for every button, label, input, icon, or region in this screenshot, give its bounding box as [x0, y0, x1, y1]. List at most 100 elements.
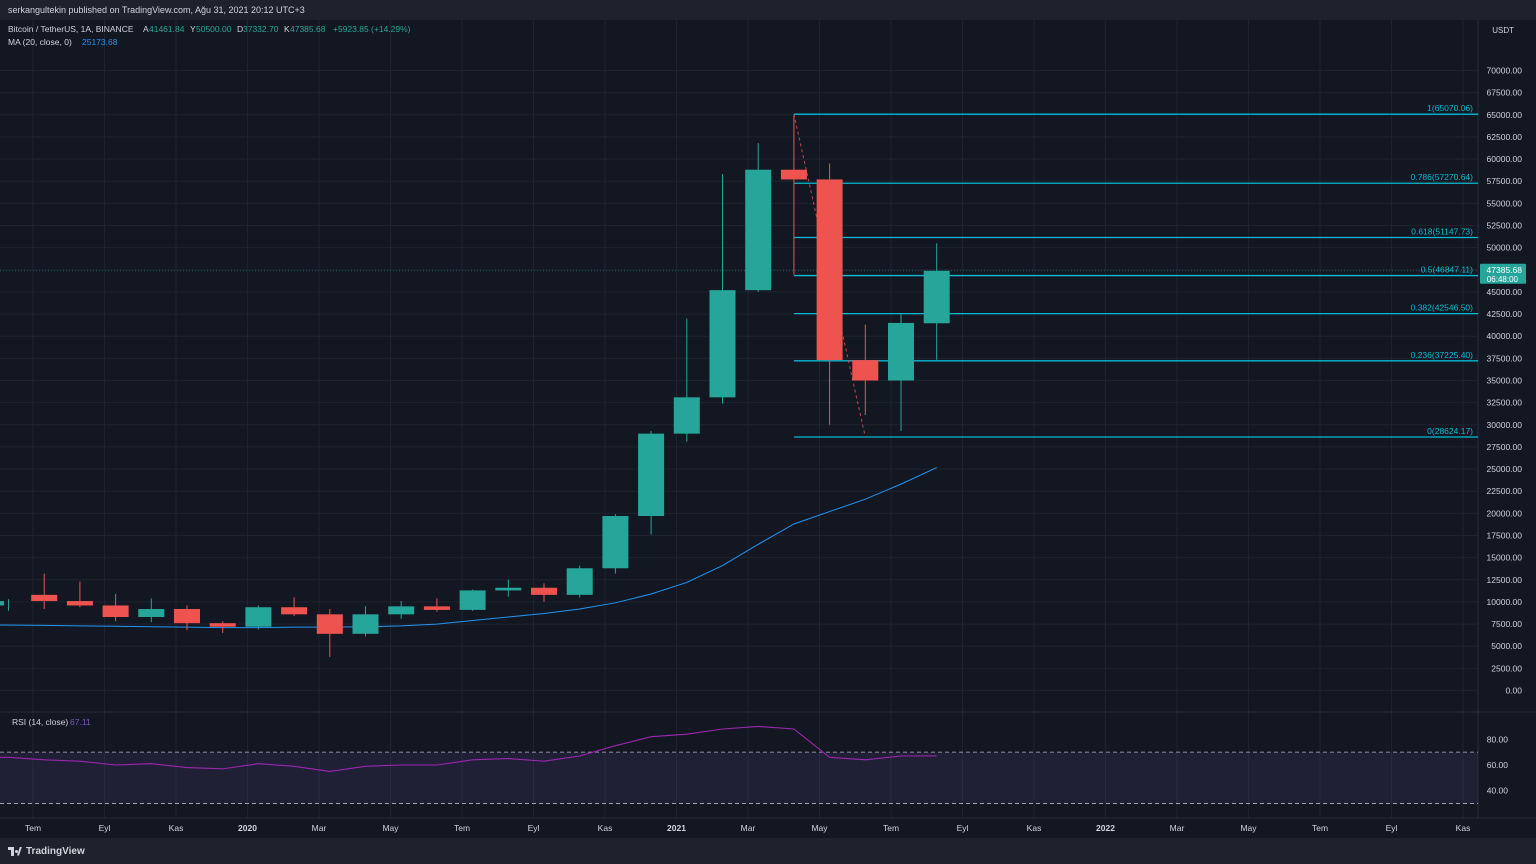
candle[interactable]	[638, 430, 665, 535]
candle[interactable]	[888, 314, 914, 431]
candle-body[interactable]	[531, 587, 557, 595]
candle-body[interactable]	[66, 601, 93, 606]
time-tick-label: May	[1240, 823, 1257, 833]
fib-trend-line[interactable]	[793, 114, 866, 438]
price-tick-label: 60000.00	[1487, 154, 1523, 164]
candle[interactable]	[423, 598, 450, 612]
candle[interactable]	[923, 243, 950, 360]
price-tick-label: 20000.00	[1487, 508, 1523, 518]
candle-body[interactable]	[780, 169, 807, 180]
candle[interactable]	[816, 163, 843, 425]
candle[interactable]	[352, 606, 379, 637]
legend-change: +5923.85 (+14.29%)	[333, 24, 411, 34]
candle[interactable]	[102, 593, 129, 622]
candle-body[interactable]	[745, 169, 772, 291]
legend-ohlc-key: K	[284, 24, 290, 34]
candle[interactable]	[566, 565, 593, 598]
candle-body[interactable]	[174, 609, 200, 624]
candle-body[interactable]	[888, 322, 914, 381]
legend-ohlc-value: 47385.68	[290, 24, 326, 34]
price-tick-label: 32500.00	[1487, 398, 1523, 408]
candle-body[interactable]	[281, 607, 308, 615]
time-tick-label: Kas	[169, 823, 184, 833]
candle[interactable]	[709, 174, 736, 404]
candle[interactable]	[245, 605, 272, 630]
countdown-label: 06:48:00	[1487, 275, 1519, 284]
candle[interactable]	[31, 573, 58, 610]
time-tick-label: May	[811, 823, 828, 833]
candle[interactable]	[174, 605, 200, 631]
current-price-badge[interactable]	[1480, 263, 1526, 284]
candle-body[interactable]	[209, 623, 236, 627]
candle-body[interactable]	[602, 516, 629, 569]
candle-body[interactable]	[138, 609, 165, 617]
candle-body[interactable]	[923, 270, 950, 324]
price-tick-label: 35000.00	[1487, 376, 1523, 386]
price-tick-label: 17500.00	[1487, 531, 1523, 541]
candle[interactable]	[852, 324, 879, 416]
candle-body[interactable]	[31, 594, 58, 602]
legend: Bitcoin / TetherUS, 1A, BINANCE A 41461.8…	[8, 24, 411, 727]
candle[interactable]	[602, 514, 629, 574]
price-tick-label: 42500.00	[1487, 309, 1523, 319]
candle-body[interactable]	[102, 605, 129, 617]
candle-body[interactable]	[638, 433, 665, 517]
candle-body[interactable]	[352, 614, 379, 634]
legend-rsi-label: RSI (14, close)	[12, 717, 68, 727]
candle[interactable]	[495, 579, 522, 597]
axes[interactable]: USDT 70000.00 67500.00 65000.00 62500.00 6000…	[25, 26, 1526, 833]
time-tick-label: 2021	[667, 823, 686, 833]
price-tick-label: 15000.00	[1487, 553, 1523, 563]
candle[interactable]	[0, 599, 9, 611]
candle[interactable]	[745, 143, 772, 292]
candles[interactable]	[0, 115, 950, 657]
candle-body[interactable]	[709, 290, 736, 398]
legend-symbol: Bitcoin / TetherUS, 1A, BINANCE	[8, 24, 134, 34]
candle-body[interactable]	[495, 587, 522, 591]
legend-ma-value: 25173.68	[82, 37, 118, 47]
price-tick-label: 50000.00	[1487, 243, 1523, 253]
price-tick-label: 27500.00	[1487, 442, 1523, 452]
candle[interactable]	[388, 601, 415, 619]
legend-ohlc-value: 37332.70	[243, 24, 279, 34]
price-tick-label: 62500.00	[1487, 132, 1523, 142]
candle[interactable]	[459, 589, 486, 611]
rsi-pane[interactable]	[0, 725, 1478, 804]
price-tick-label: 22500.00	[1487, 486, 1523, 496]
fib-level-label: 0.786(57270.64)	[1411, 172, 1474, 182]
candle[interactable]	[780, 115, 807, 275]
candle[interactable]	[673, 318, 700, 442]
time-tick-label: Tem	[454, 823, 470, 833]
candle[interactable]	[281, 597, 308, 617]
price-tick-label: 45000.00	[1487, 287, 1523, 297]
candle-body[interactable]	[423, 606, 450, 610]
candle-body[interactable]	[316, 614, 343, 634]
candle[interactable]	[316, 609, 343, 657]
chart-area[interactable]: 1(65070.06) 0.786(57270.64) 0.618(51147.73…	[0, 20, 1536, 838]
chart-svg[interactable]: 1(65070.06) 0.786(57270.64) 0.618(51147.73…	[0, 20, 1536, 838]
candle-body[interactable]	[459, 590, 486, 610]
candle-body[interactable]	[852, 360, 879, 381]
grid	[0, 20, 1536, 819]
candle-body[interactable]	[566, 568, 593, 595]
ma-line[interactable]	[0, 467, 937, 629]
candle-body[interactable]	[388, 606, 415, 615]
candle-body[interactable]	[673, 397, 700, 434]
candle[interactable]	[138, 598, 165, 623]
candle-body[interactable]	[245, 607, 272, 627]
candle[interactable]	[531, 583, 557, 602]
time-tick-label: Eyl	[957, 823, 969, 833]
rsi-line[interactable]	[0, 725, 937, 772]
candle[interactable]	[209, 621, 236, 633]
candle-body[interactable]	[816, 179, 843, 361]
fib-level-label: 0(28624.17)	[1427, 426, 1473, 436]
legend-ohlc-value: 41461.84	[149, 24, 185, 34]
candle-body[interactable]	[0, 601, 4, 606]
price-tick-label: 2500.00	[1491, 663, 1522, 673]
price-tick-label: 55000.00	[1487, 198, 1523, 208]
candle[interactable]	[66, 581, 93, 608]
rsi-tick-label: 80.00	[1487, 734, 1509, 744]
tradingview-logo[interactable]: TradingView	[0, 846, 85, 857]
legend-ma-label: MA (20, close, 0)	[8, 37, 72, 47]
time-tick-label: Eyl	[528, 823, 540, 833]
